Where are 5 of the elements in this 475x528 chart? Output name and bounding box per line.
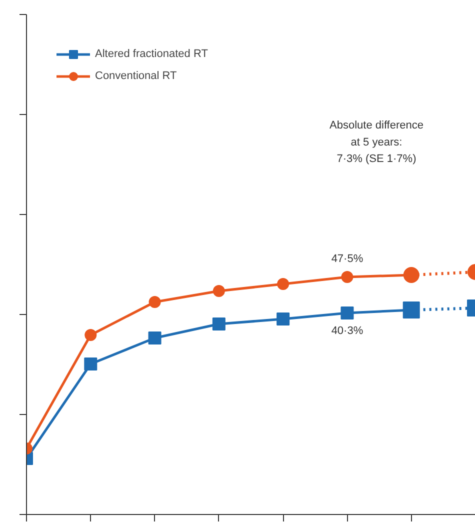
- legend-label: Conventional RT: [95, 70, 177, 82]
- legend-label: Altered fractionated RT: [95, 48, 208, 60]
- data-label: 40·3%: [331, 325, 364, 337]
- annotation: Absolute difference at 5 years: 7·3% (SE 1·7%): [330, 120, 424, 166]
- data-label: 47·5%: [331, 253, 364, 265]
